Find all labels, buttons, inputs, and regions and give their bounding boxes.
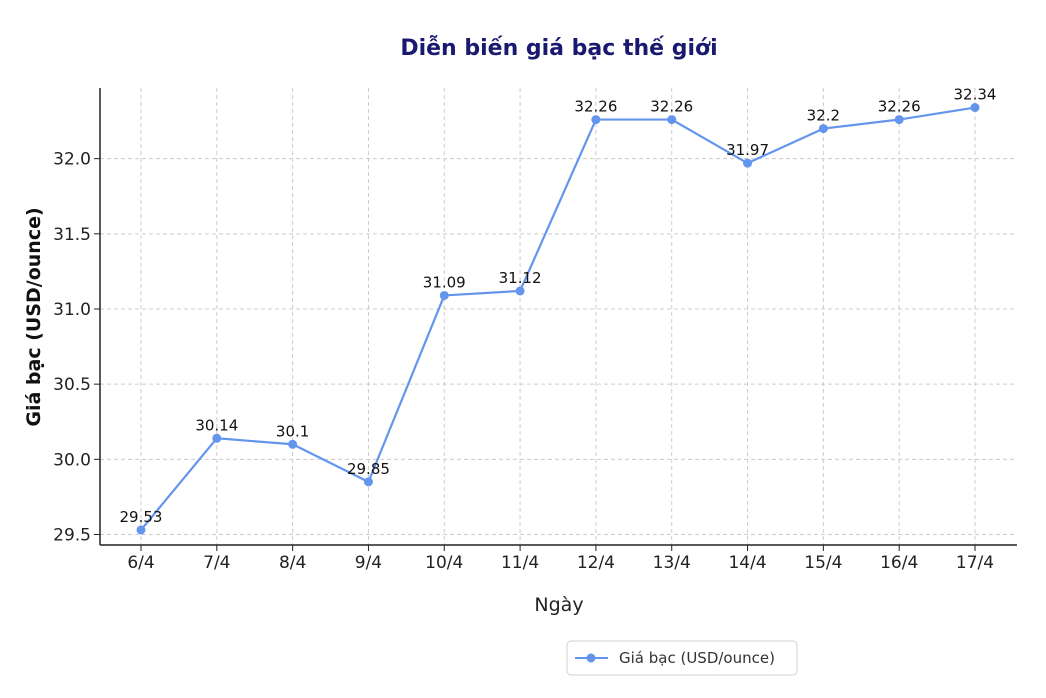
axes <box>99 88 1017 546</box>
x-tick-label: 13/4 <box>653 553 691 573</box>
data-point <box>515 286 525 296</box>
data-label: 29.53 <box>120 508 163 526</box>
data-label: 31.12 <box>499 269 542 287</box>
x-tick-label: 10/4 <box>425 553 463 573</box>
data-point <box>743 158 753 168</box>
data-point <box>363 477 373 487</box>
data-label: 32.26 <box>650 98 693 116</box>
data-label: 31.09 <box>423 273 466 291</box>
data-label: 32.26 <box>574 98 617 116</box>
grid <box>100 88 1017 545</box>
data-point <box>212 433 222 443</box>
series <box>136 103 980 535</box>
x-tick-label: 8/4 <box>279 553 306 573</box>
y-tick-label: 31.5 <box>53 225 91 245</box>
x-tick-label: 17/4 <box>956 553 994 573</box>
data-label: 30.14 <box>195 416 238 434</box>
data-label: 29.85 <box>347 460 390 478</box>
data-label: 32.26 <box>878 98 921 116</box>
legend-box <box>566 640 798 676</box>
x-axis-label: Ngày <box>534 594 583 616</box>
x-tick-label: 14/4 <box>728 553 766 573</box>
data-point <box>439 290 449 300</box>
x-tick-label: 6/4 <box>127 553 154 573</box>
x-tick-label: 15/4 <box>804 553 842 573</box>
x-tick-label: 16/4 <box>880 553 918 573</box>
data-point <box>667 115 677 125</box>
data-labels: 29.53 30.14 30.1 29.85 31.09 31.12 32.26 32.26 3… <box>120 86 997 526</box>
x-tick-label: 9/4 <box>355 553 382 573</box>
data-point <box>136 525 146 535</box>
y-tick-label: 29.5 <box>53 525 91 545</box>
y-axis-ticks: 29.5 30.0 30.5 31.0 31.5 32.0 <box>53 150 100 545</box>
data-label: 31.97 <box>726 141 769 159</box>
data-point <box>591 115 601 125</box>
legend-marker <box>586 653 596 663</box>
data-point <box>818 124 828 134</box>
y-tick-label: 31.0 <box>53 300 91 320</box>
data-label: 32.34 <box>954 86 997 104</box>
x-tick-label: 11/4 <box>501 553 539 573</box>
y-axis-label: Giá bạc (USD/ounce) <box>23 207 45 426</box>
data-point <box>288 439 298 449</box>
y-tick-label: 32.0 <box>53 150 91 170</box>
data-point <box>970 103 980 113</box>
legend-entry-label: Giá bạc (USD/ounce) <box>619 649 775 667</box>
x-tick-label: 12/4 <box>577 553 615 573</box>
data-label: 30.1 <box>276 422 309 440</box>
data-point <box>894 115 904 125</box>
chart-title: Diễn biến giá bạc thế giới <box>400 36 717 61</box>
x-axis-ticks: 6/4 7/4 8/4 9/4 10/4 11/4 12/4 13/4 14/4 15/4 16/4… <box>127 545 994 573</box>
y-tick-label: 30.5 <box>53 375 91 395</box>
data-label: 32.2 <box>807 107 840 125</box>
y-tick-label: 30.0 <box>53 450 91 470</box>
series-line <box>140 106 976 531</box>
legend: Giá bạc (USD/ounce) <box>566 640 798 676</box>
x-tick-label: 7/4 <box>203 553 230 573</box>
